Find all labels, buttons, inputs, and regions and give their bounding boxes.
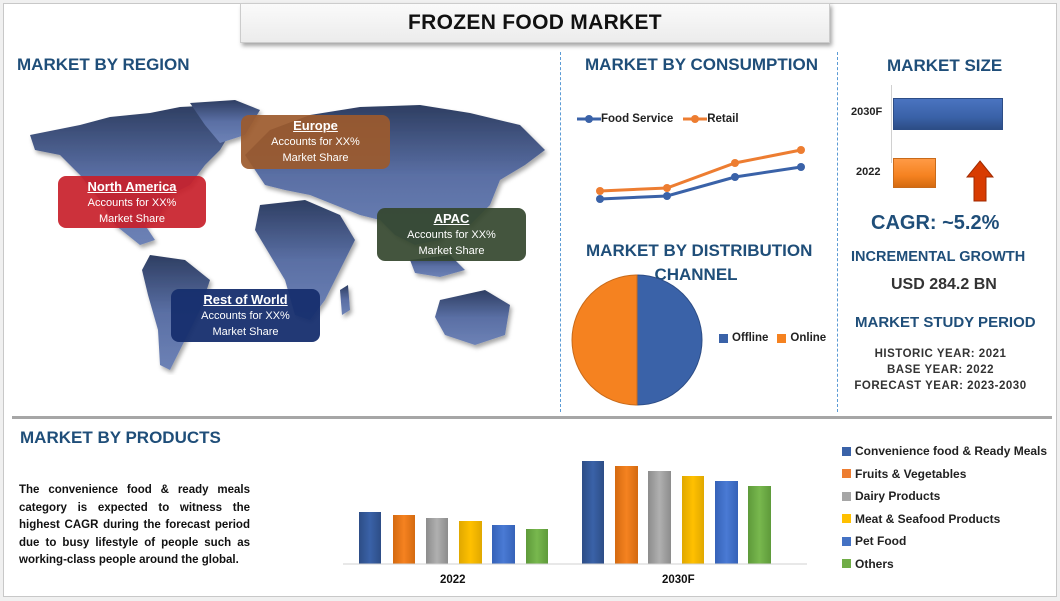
title-banner: FROZEN FOOD MARKET: [240, 3, 830, 43]
region-share-text: Accounts for XX%: [201, 310, 290, 322]
market-size-bar-2022: [893, 158, 936, 188]
products-description: The convenience food & ready meals categ…: [19, 484, 250, 566]
swatch-icon: [842, 514, 851, 524]
region-section-title: MARKET BY REGION: [17, 55, 190, 74]
legend-others: Others: [842, 553, 1047, 576]
products-bar-chart: [343, 461, 807, 565]
market-size-label-2030f: 2030F: [851, 106, 883, 118]
market-size-bar-2030f: [893, 98, 1003, 130]
page-title: FROZEN FOOD MARKET: [408, 11, 662, 34]
products-legend: Convenience food & Ready Meals Fruits & …: [842, 440, 1047, 575]
distribution-legend: Offline Online: [719, 332, 826, 344]
swatch-icon: [842, 446, 851, 456]
market-size-label-2022: 2022: [856, 166, 881, 178]
legend-pet-food: Pet Food: [842, 530, 1047, 553]
legend-label: Dairy Products: [855, 489, 941, 504]
swatch-icon: [842, 536, 851, 546]
legend-label: Meat & Seafood Products: [855, 511, 1001, 526]
region-box-rest-of-world: Rest of World Accounts for XX% Market Sh…: [171, 289, 320, 342]
historic-year: HISTORIC YEAR: 2021: [874, 348, 1007, 360]
legend-label: Online: [790, 332, 827, 344]
legend-label: Pet Food: [855, 534, 907, 549]
swatch-icon: [777, 333, 787, 343]
region-name: APAC: [433, 211, 470, 226]
separator-right: [837, 52, 838, 412]
region-name: North America: [87, 179, 177, 194]
swatch-icon: [842, 469, 851, 479]
products-section-title: MARKET BY PRODUCTS: [20, 428, 221, 447]
region-box-europe: Europe Accounts for XX% Market Share: [241, 115, 390, 169]
market-size-axis: [891, 85, 892, 163]
region-share-label: Market Share: [212, 326, 279, 338]
line-marker-orange-icon: [683, 115, 708, 123]
region-share-label: Market Share: [98, 213, 166, 225]
distribution-section-title: MARKET BY DISTRIBUTION CHANNEL: [586, 239, 812, 287]
title-line: CHANNEL: [654, 265, 738, 284]
growth-arrow-icon: [966, 160, 994, 202]
forecast-year: FORECAST YEAR: 2023-2030: [854, 380, 1027, 392]
x-label-2022: 2022: [440, 574, 466, 586]
legend-fruits-vegetables: Fruits & Vegetables: [842, 463, 1047, 486]
legend-label: Food Service: [601, 113, 674, 125]
region-name: Europe: [293, 118, 338, 133]
separator-left: [560, 52, 561, 412]
legend-label: Convenience food & Ready Meals: [855, 444, 1048, 459]
swatch-icon: [842, 559, 851, 569]
region-box-apac: APAC Accounts for XX% Market Share: [377, 208, 526, 261]
region-box-north-america: North America Accounts for XX% Market Sh…: [58, 176, 206, 228]
region-share-text: Accounts for XX%: [407, 229, 496, 241]
legend-convenience-food: Convenience food & Ready Meals: [842, 440, 1047, 463]
consumption-legend: Food Service Retail: [577, 113, 739, 125]
cagr-value: CAGR: ~5.2%: [871, 212, 1000, 234]
x-label-2030f: 2030F: [662, 574, 695, 586]
separator-horizontal: [12, 416, 1052, 419]
legend-online: Online: [777, 332, 826, 344]
legend-label: Offline: [732, 332, 769, 344]
region-share-text: Accounts for XX%: [87, 197, 177, 209]
title-line: MARKET BY DISTRIBUTION: [586, 241, 813, 260]
incremental-growth-value: USD 284.2 BN: [891, 276, 997, 293]
legend-food-service: Food Service: [577, 113, 673, 125]
legend-offline: Offline: [719, 332, 768, 344]
swatch-icon: [842, 491, 851, 501]
incremental-growth-title: INCREMENTAL GROWTH: [851, 249, 1026, 265]
region-share-text: Accounts for XX%: [271, 136, 360, 148]
region-share-label: Market Share: [418, 245, 485, 257]
consumption-line-chart: [596, 146, 805, 203]
legend-retail: Retail: [683, 113, 739, 125]
region-share-label: Market Share: [282, 152, 349, 164]
legend-dairy: Dairy Products: [842, 485, 1047, 508]
study-period-title: MARKET STUDY PERIOD: [855, 314, 1036, 331]
base-year: BASE YEAR: 2022: [887, 364, 994, 376]
consumption-section-title: MARKET BY CONSUMPTION: [585, 55, 818, 74]
swatch-icon: [719, 333, 728, 343]
legend-label: Retail: [707, 113, 739, 125]
study-period-list: HISTORIC YEAR: 2021 BASE YEAR: 2022 FORE…: [848, 346, 1033, 394]
market-size-title: MARKET SIZE: [887, 56, 1003, 75]
legend-meat-seafood: Meat & Seafood Products: [842, 508, 1047, 531]
region-name: Rest of World: [203, 292, 288, 307]
line-marker-blue-icon: [577, 115, 601, 123]
legend-label: Fruits & Vegetables: [855, 466, 967, 481]
legend-label: Others: [855, 556, 894, 571]
distribution-pie-chart: [571, 274, 703, 406]
